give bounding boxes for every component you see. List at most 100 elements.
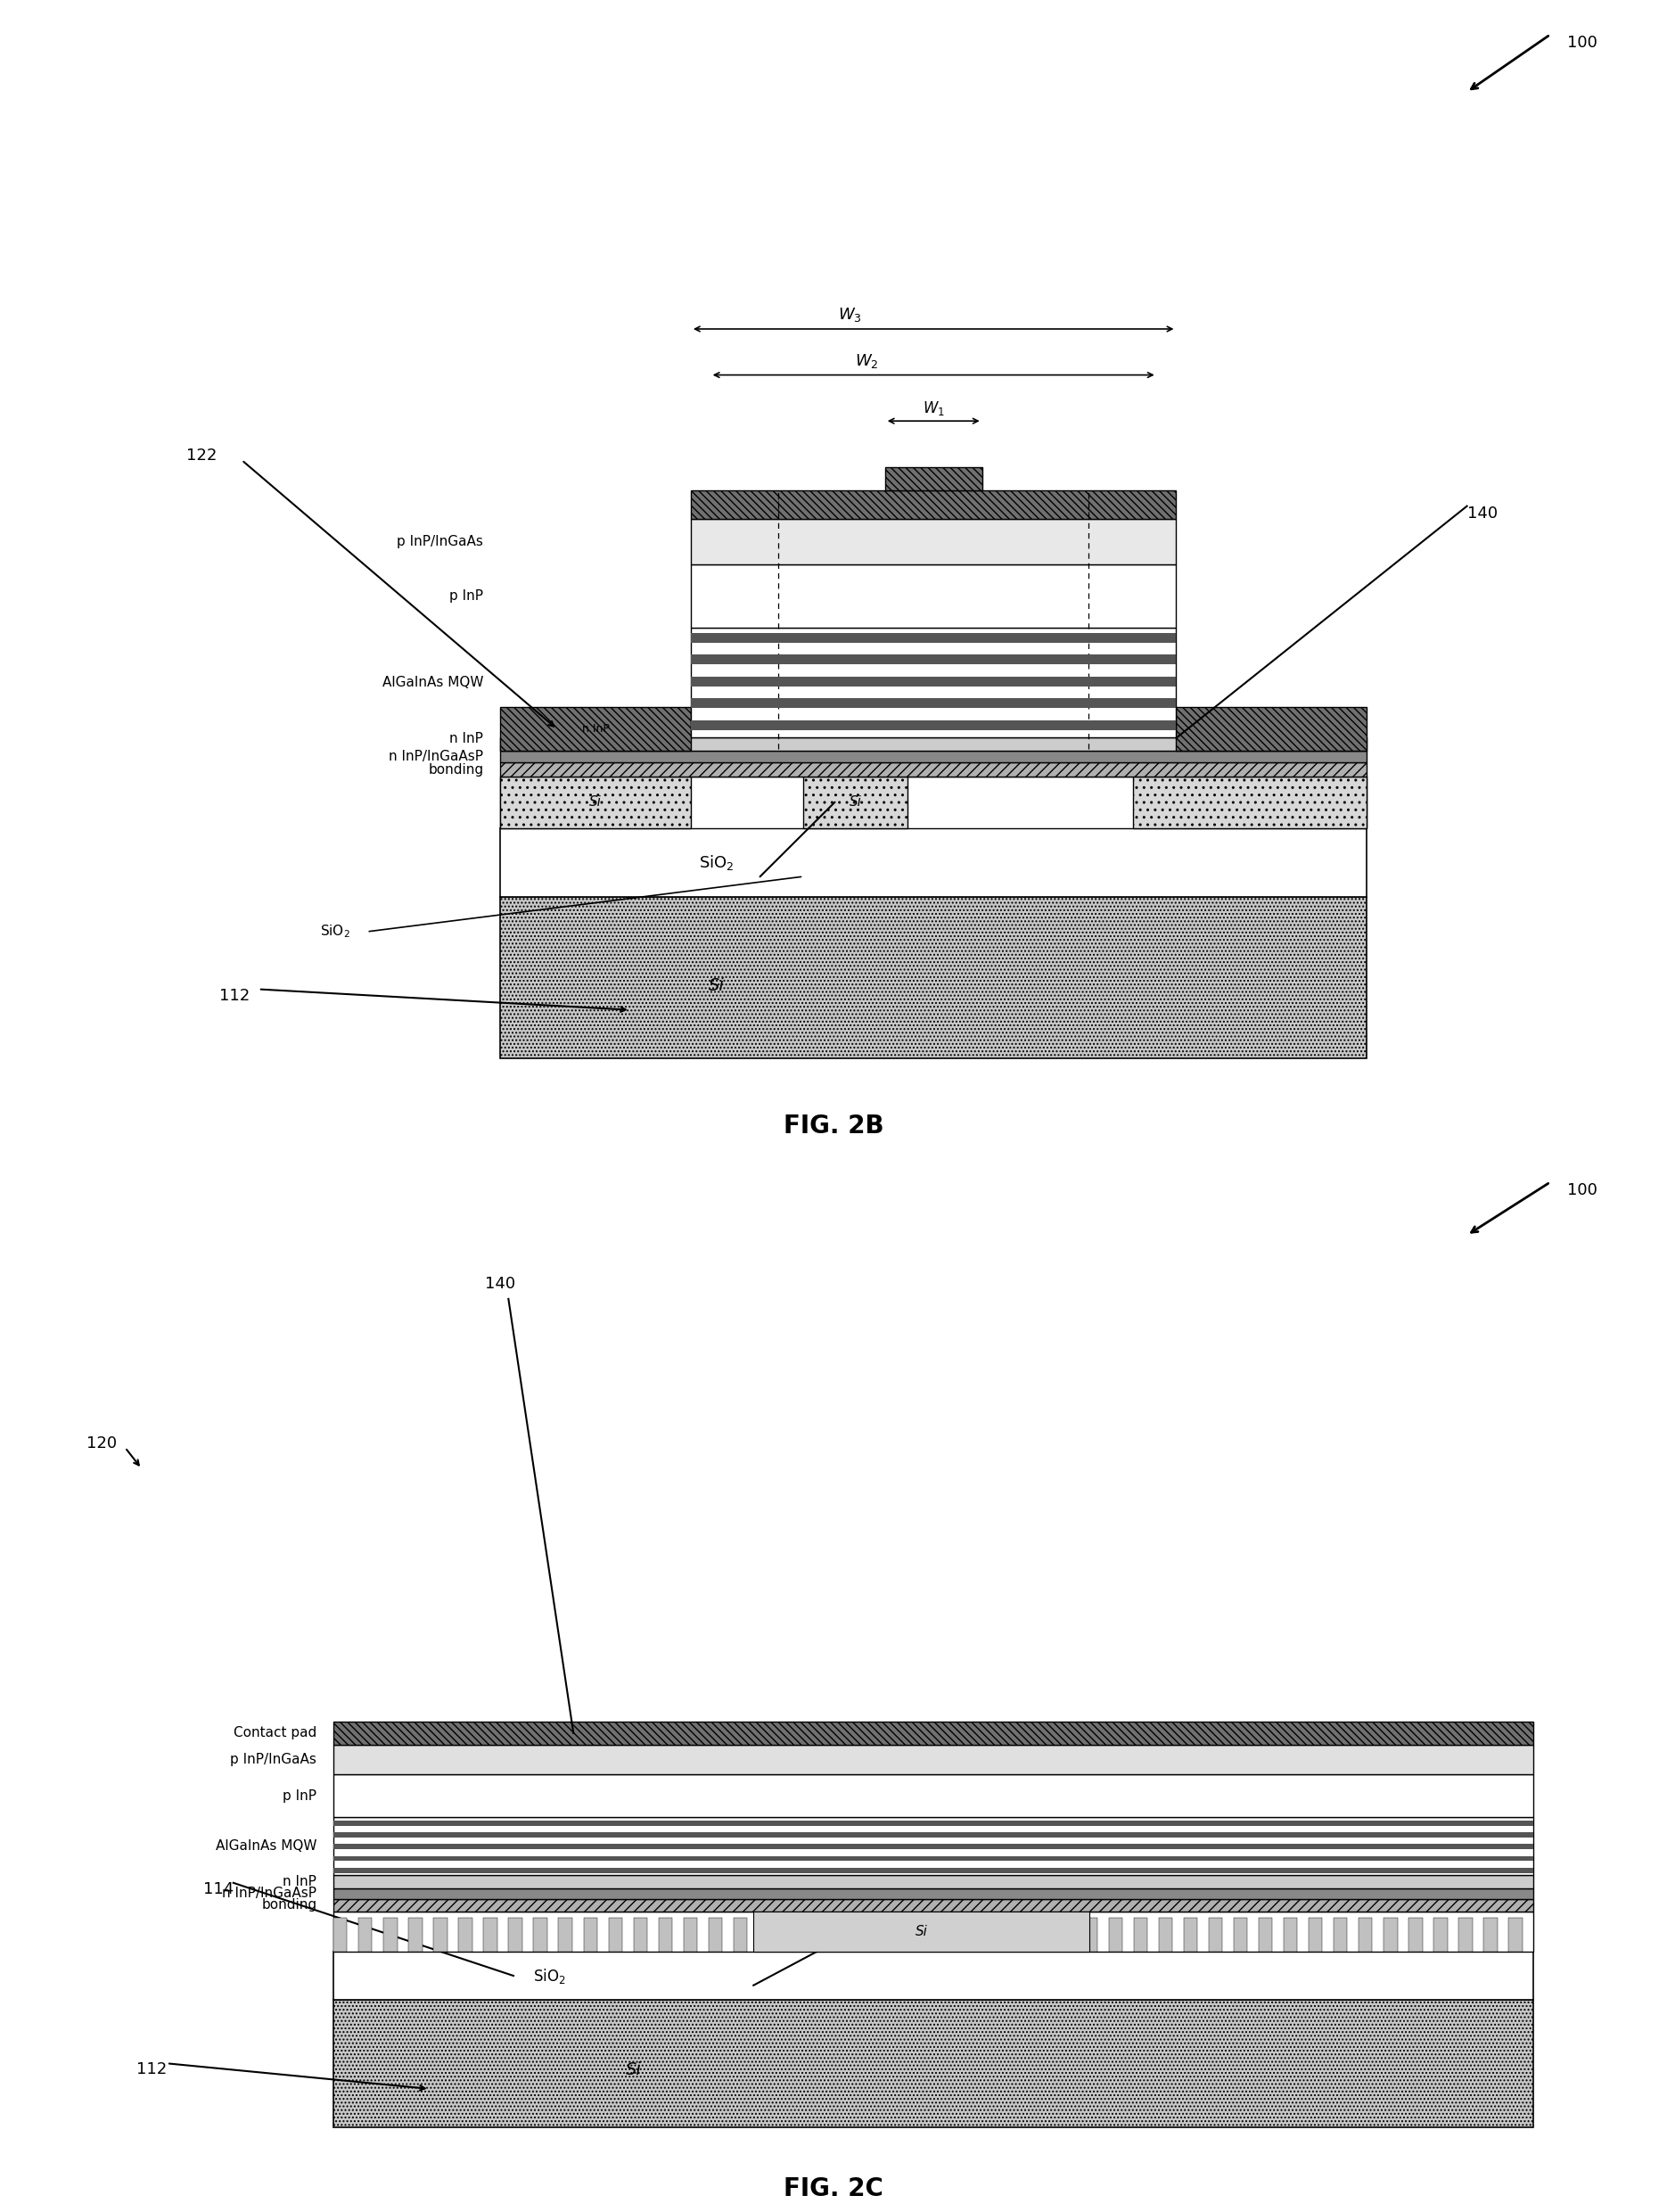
Text: 100: 100 [1567, 35, 1597, 51]
Bar [1084, 1918, 1097, 1951]
Bar [333, 1774, 1534, 1816]
Bar [633, 1918, 647, 1951]
Bar [1234, 1918, 1247, 1951]
Bar [783, 1918, 797, 1951]
Bar [1034, 1918, 1047, 1951]
Bar [884, 1918, 897, 1951]
Text: SiO$_2$: SiO$_2$ [320, 922, 350, 940]
Bar [859, 1918, 872, 1951]
Bar [1134, 1918, 1147, 1951]
Bar [433, 1918, 447, 1951]
Text: 140: 140 [1467, 504, 1497, 522]
Bar [1359, 1918, 1372, 1951]
Bar [500, 776, 1367, 827]
Bar [885, 467, 982, 491]
Text: n InP: n InP [450, 732, 483, 745]
Bar [558, 1918, 572, 1951]
Bar [1384, 1918, 1397, 1951]
Bar [333, 1889, 1534, 1898]
Text: 112: 112 [220, 989, 250, 1004]
Bar [500, 752, 1367, 763]
Text: AlGaInAs MQW: AlGaInAs MQW [382, 677, 483, 690]
Bar [500, 898, 1367, 1057]
Bar [683, 1918, 697, 1951]
Text: 120: 120 [87, 1436, 117, 1451]
Text: $W_3$: $W_3$ [839, 305, 862, 323]
Text: $W_2$: $W_2$ [855, 352, 879, 369]
Text: n InP/InGaAsP: n InP/InGaAsP [222, 1887, 317, 1900]
Bar [358, 1918, 372, 1951]
Text: Si: Si [915, 1924, 929, 1938]
Bar [1209, 1918, 1222, 1951]
Bar [333, 2000, 1534, 2128]
Text: p InP/InGaAs: p InP/InGaAs [397, 535, 483, 549]
Bar [909, 1918, 922, 1951]
Text: p InP/InGaAs: p InP/InGaAs [230, 1752, 317, 1767]
Bar [508, 1918, 522, 1951]
Bar [333, 1856, 1534, 1860]
Bar [1409, 1918, 1422, 1951]
Bar [333, 1898, 1534, 1911]
Bar [690, 633, 1177, 641]
Text: SiO$_2$: SiO$_2$ [533, 1966, 565, 1984]
Bar [583, 1918, 597, 1951]
Bar [333, 1867, 1534, 1874]
Bar [934, 1918, 947, 1951]
Bar [1184, 1918, 1197, 1951]
Bar [500, 827, 1367, 898]
Bar [803, 776, 907, 827]
Text: Si: Si [588, 796, 602, 810]
Text: Si: Si [708, 978, 725, 993]
Text: AlGaInAs MQW: AlGaInAs MQW [215, 1840, 317, 1854]
Text: n InP: n InP [582, 723, 608, 734]
Bar [658, 1918, 672, 1951]
Bar [608, 1918, 622, 1951]
Bar [733, 1918, 747, 1951]
Bar [690, 655, 1177, 664]
Text: FIG. 2C: FIG. 2C [783, 2177, 884, 2201]
Bar [333, 1951, 1534, 2000]
Text: Si: Si [625, 2062, 642, 2079]
Bar [333, 1918, 347, 1951]
Bar [1159, 1918, 1172, 1951]
Bar [690, 564, 1177, 628]
Bar [500, 776, 690, 827]
Bar [690, 719, 1177, 730]
Bar [690, 491, 1177, 520]
Bar [1109, 1918, 1122, 1951]
Bar [483, 1918, 497, 1951]
Bar [1284, 1918, 1297, 1951]
Bar [1459, 1918, 1472, 1951]
Bar [333, 1832, 1534, 1838]
Bar [500, 763, 1367, 776]
Bar [333, 1820, 1534, 1827]
Bar [1259, 1918, 1272, 1951]
Bar [1484, 1918, 1497, 1951]
Text: 114: 114 [203, 1880, 233, 1898]
Text: p InP: p InP [283, 1790, 317, 1803]
Text: SiO$_2$: SiO$_2$ [698, 854, 735, 872]
Bar [333, 1845, 1534, 1849]
Bar [708, 1918, 722, 1951]
Bar [690, 677, 1177, 686]
Bar [408, 1918, 422, 1951]
Bar [1134, 776, 1367, 827]
Bar [1177, 708, 1367, 752]
Bar [690, 520, 1177, 564]
Bar [333, 1816, 1534, 1876]
Bar [690, 699, 1177, 708]
Text: 112: 112 [137, 2062, 167, 2077]
Text: 122: 122 [187, 447, 217, 465]
Bar [333, 1876, 1534, 1889]
Bar [690, 628, 1177, 737]
Text: 100: 100 [1567, 1181, 1597, 1199]
Text: p InP: p InP [450, 591, 483, 604]
Text: 140: 140 [485, 1276, 515, 1292]
Bar [808, 1918, 822, 1951]
Bar [500, 737, 1367, 752]
Bar [984, 1918, 997, 1951]
Text: bonding: bonding [428, 763, 483, 776]
Text: Si: Si [849, 796, 862, 810]
Bar [1059, 1918, 1072, 1951]
Text: FIG. 2B: FIG. 2B [783, 1115, 884, 1139]
